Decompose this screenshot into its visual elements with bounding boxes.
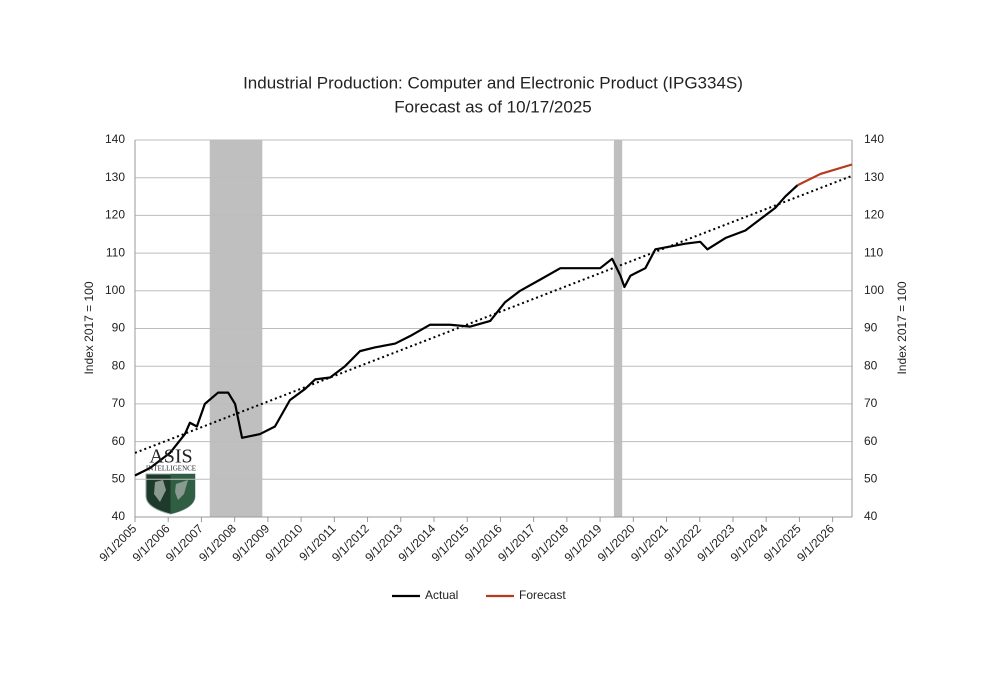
- y2-tick-label: 80: [864, 358, 878, 372]
- y-tick-label: 70: [112, 396, 126, 410]
- y-tick-label: 60: [112, 434, 126, 448]
- y-tick-label: 50: [112, 471, 126, 485]
- y2-tick-label: 60: [864, 434, 878, 448]
- series-line: [797, 163, 853, 187]
- y-tick-label: 80: [112, 358, 126, 372]
- y2-tick-label: 110: [864, 245, 883, 259]
- y-tick-label: 140: [105, 132, 125, 146]
- logo-name: ASIS: [149, 446, 192, 468]
- logo: [145, 473, 196, 515]
- y-tick-label: 130: [105, 170, 125, 184]
- logo-eagle: [175, 480, 188, 500]
- y2-tick-label: 100: [864, 283, 884, 297]
- y2-tick-label: 50: [864, 471, 878, 485]
- y2-tick-label: 90: [864, 321, 878, 335]
- y2-tick-label: 70: [864, 396, 878, 410]
- series-line: [134, 184, 799, 477]
- y2-tick-label: 140: [864, 132, 884, 146]
- y2-tick-label: 40: [864, 509, 878, 523]
- chart-subtitle: Forecast as of 10/17/2025: [394, 97, 592, 116]
- y2-tick-label: 120: [864, 208, 884, 222]
- y2-tick-label: 130: [864, 170, 884, 184]
- logo-tagline: INTELLIGENCE: [146, 465, 196, 473]
- y-tick-label: 110: [106, 245, 125, 259]
- legend-label: Forecast: [519, 588, 566, 602]
- trendline: [134, 174, 853, 454]
- y-axis-label: Index 2017 = 100: [82, 281, 96, 374]
- chart-title: Industrial Production: Computer and Elec…: [243, 73, 743, 92]
- y-tick-label: 120: [105, 208, 125, 222]
- y-tick-label: 40: [112, 509, 126, 523]
- y-tick-label: 90: [112, 321, 126, 335]
- legend-label: Actual: [425, 588, 458, 602]
- y2-axis-label: Index 2017 = 100: [895, 281, 909, 374]
- y-tick-label: 100: [105, 283, 125, 297]
- logo-map: [154, 480, 166, 502]
